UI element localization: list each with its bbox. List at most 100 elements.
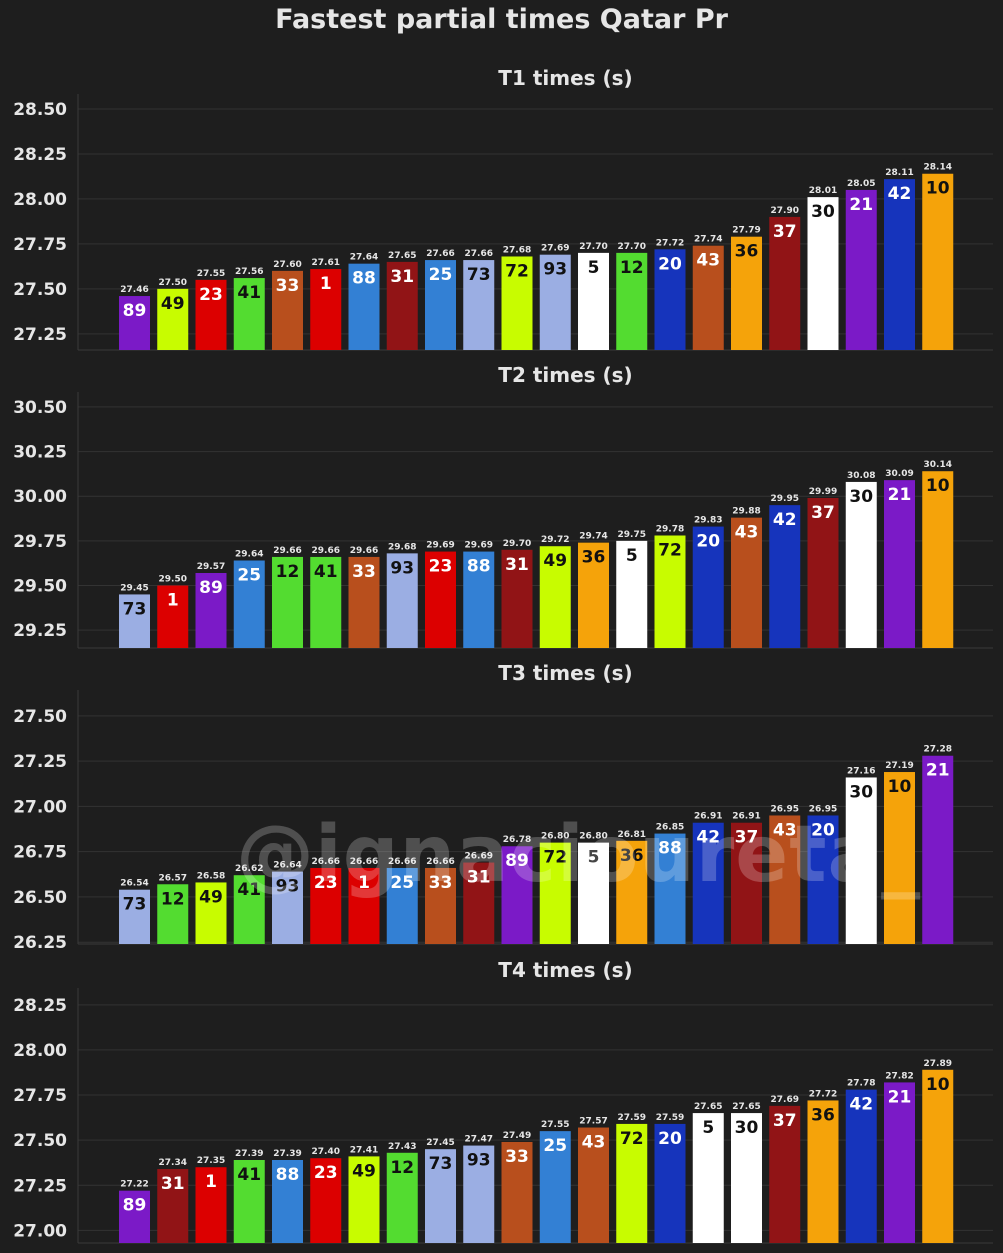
bar (272, 556, 303, 648)
bar-driver-number: 41 (237, 880, 261, 900)
y-tick-label: 27.25 (13, 752, 67, 772)
bar-value-label: 27.40 (312, 1147, 340, 1157)
bar (845, 481, 877, 648)
bar (195, 1167, 227, 1243)
bar-value-label: 27.69 (541, 244, 569, 254)
bar-driver-number: 37 (735, 828, 759, 848)
bar-driver-number: 25 (429, 265, 453, 285)
bar-driver-number: 21 (888, 485, 912, 505)
bar (233, 1160, 265, 1243)
chart-panel: T3 times (s) 26.25 26.50 26.75 27.00 27.25 27.… (13, 661, 993, 953)
bar-value-label: 29.83 (694, 516, 722, 526)
y-tick-label: 26.50 (13, 888, 67, 908)
bar (463, 260, 495, 350)
y-tick-label: 30.50 (13, 398, 67, 418)
bar (884, 179, 915, 350)
bar-value-label: 27.50 (159, 278, 187, 288)
bar (119, 889, 150, 944)
bar-driver-number: 25 (237, 566, 261, 586)
bar (769, 815, 801, 944)
bar-value-label: 27.39 (235, 1149, 263, 1159)
bar (425, 551, 456, 648)
bar-value-label: 29.78 (656, 525, 684, 535)
bar-value-label: 27.69 (771, 1095, 799, 1105)
bar (884, 1082, 915, 1243)
bar (386, 553, 418, 648)
bar-driver-number: 42 (773, 510, 797, 530)
bar-driver-number: 93 (276, 877, 300, 897)
y-tick-label: 29.25 (13, 621, 67, 641)
bar-value-label: 29.72 (541, 535, 569, 545)
bar (501, 1141, 533, 1243)
bar-driver-number: 5 (588, 258, 600, 278)
bar-value-label: 29.66 (312, 546, 340, 556)
bar-value-label: 26.66 (388, 857, 416, 867)
bar-driver-number: 93 (390, 558, 414, 578)
bar (272, 871, 303, 944)
bar (807, 498, 839, 648)
bar-driver-number: 89 (505, 851, 529, 871)
bar-value-label: 29.75 (618, 530, 646, 540)
bar-driver-number: 42 (696, 828, 720, 848)
bar-value-label: 29.68 (388, 542, 416, 552)
bar-value-label: 26.78 (503, 835, 531, 845)
bar-value-label: 27.60 (273, 260, 301, 270)
bar (348, 1156, 380, 1243)
bar-driver-number: 23 (314, 1163, 338, 1183)
bar-driver-number: 37 (773, 1111, 797, 1131)
bar (348, 867, 380, 944)
bar-value-label: 29.57 (197, 562, 225, 572)
bar-value-label: 29.99 (809, 487, 837, 497)
bar-driver-number: 93 (543, 260, 567, 280)
bar-driver-number: 10 (926, 179, 950, 199)
bar (692, 245, 724, 350)
bar-driver-number: 88 (276, 1165, 300, 1185)
bar-value-label: 27.57 (579, 1117, 607, 1127)
bar-driver-number: 41 (237, 283, 261, 303)
bar-value-label: 26.64 (273, 861, 301, 871)
bar-driver-number: 21 (926, 761, 950, 781)
bar (501, 256, 533, 350)
bar (233, 560, 265, 648)
y-tick-label: 28.00 (13, 1041, 67, 1061)
bar (157, 884, 189, 944)
bar-value-label: 26.81 (618, 830, 646, 840)
bar-driver-number: 73 (429, 1154, 453, 1174)
bar-value-label: 29.95 (771, 494, 799, 504)
bar (692, 822, 724, 944)
bar-value-label: 27.45 (426, 1138, 454, 1148)
bar-value-label: 27.66 (426, 249, 454, 259)
y-tick-label: 27.50 (13, 1131, 67, 1151)
bar (654, 833, 686, 944)
bar-driver-number: 37 (811, 503, 835, 523)
bar-value-label: 28.11 (885, 168, 913, 178)
bar (157, 585, 189, 648)
bar-driver-number: 31 (161, 1174, 185, 1194)
y-tick-label: 26.75 (13, 843, 67, 863)
bar (425, 1149, 456, 1243)
bar-driver-number: 23 (429, 557, 453, 577)
bar-driver-number: 25 (543, 1136, 567, 1156)
bar-value-label: 26.54 (120, 879, 148, 889)
bar-driver-number: 5 (702, 1118, 714, 1138)
bar (463, 862, 495, 944)
bar (654, 535, 686, 648)
bar-driver-number: 10 (926, 1075, 950, 1095)
bar-value-label: 29.69 (465, 541, 493, 551)
bar (731, 1113, 762, 1243)
bar (578, 1127, 609, 1243)
bar-driver-number: 25 (390, 873, 414, 893)
bar-value-label: 27.78 (847, 1079, 875, 1089)
bar-value-label: 26.66 (312, 857, 340, 867)
bar (731, 517, 762, 648)
bar-value-label: 26.69 (465, 852, 493, 862)
bar-value-label: 27.70 (579, 242, 607, 252)
bar-driver-number: 10 (926, 476, 950, 496)
bar-driver-number: 49 (161, 294, 185, 314)
bar (616, 540, 648, 648)
chart-title: T1 times (s) (498, 66, 632, 90)
bar-driver-number: 1 (167, 591, 179, 611)
bar-value-label: 27.65 (388, 251, 416, 261)
bar (578, 542, 609, 648)
bar-value-label: 27.72 (809, 1089, 837, 1099)
